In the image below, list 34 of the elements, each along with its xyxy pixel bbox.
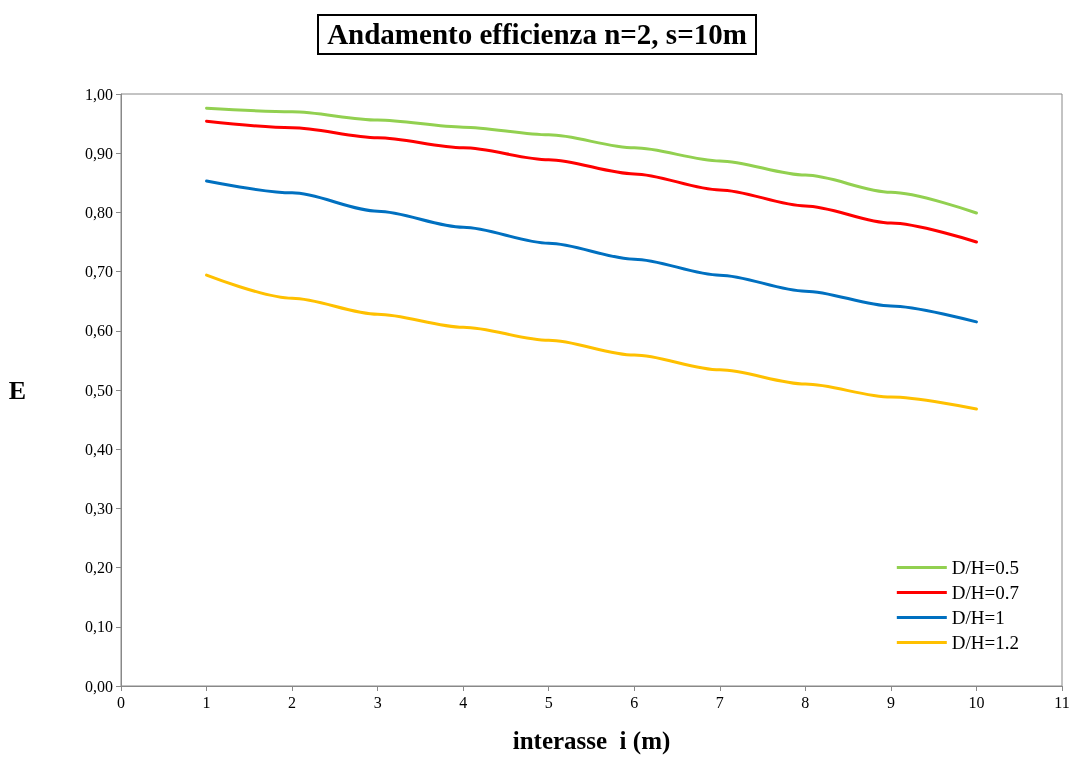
legend-label: D/H=0.7 (951, 582, 1019, 603)
y-tick-label: 0,70 (85, 263, 113, 281)
x-tick-label: 5 (544, 693, 553, 711)
x-tick-label: 1 (202, 693, 211, 711)
line-series (205, 119, 978, 244)
y-tick-label: 0,00 (85, 677, 113, 695)
chart-title: Andamento efficienza n=2, s=10m (317, 14, 757, 55)
y-tick-label: 0,90 (85, 144, 113, 162)
x-tick-label: 10 (968, 693, 985, 711)
y-tick-label: 0,80 (85, 203, 113, 221)
line-series (205, 106, 978, 215)
x-axis-title: interasse i (m) (512, 727, 671, 755)
legend-label: D/H=1 (951, 607, 1005, 628)
y-tick-label: 0,20 (85, 559, 113, 577)
y-tick-label: 0,40 (85, 440, 113, 458)
y-tick-label: 1,00 (85, 85, 113, 103)
x-tick-label: 2 (288, 693, 297, 711)
y-tick-label: 0,10 (85, 618, 113, 636)
x-tick-label: 11 (1054, 693, 1070, 711)
x-tick-label: 6 (630, 693, 639, 711)
x-tick-label: 0 (117, 693, 125, 711)
y-axis-title: E (8, 375, 26, 405)
x-tick-label: 4 (459, 693, 468, 711)
line-series (205, 179, 978, 324)
x-tick-label: 8 (801, 693, 810, 711)
legend-label: D/H=0.5 (951, 557, 1019, 578)
x-tick-label: 7 (715, 693, 724, 711)
x-tick-label: 9 (886, 693, 895, 711)
y-tick-label: 0,60 (85, 322, 113, 340)
y-tick-label: 0,30 (85, 499, 113, 517)
y-tick-label: 0,50 (85, 381, 113, 399)
x-tick-label: 3 (373, 693, 382, 711)
line-series (205, 273, 978, 411)
legend-label: D/H=1.2 (951, 632, 1019, 653)
